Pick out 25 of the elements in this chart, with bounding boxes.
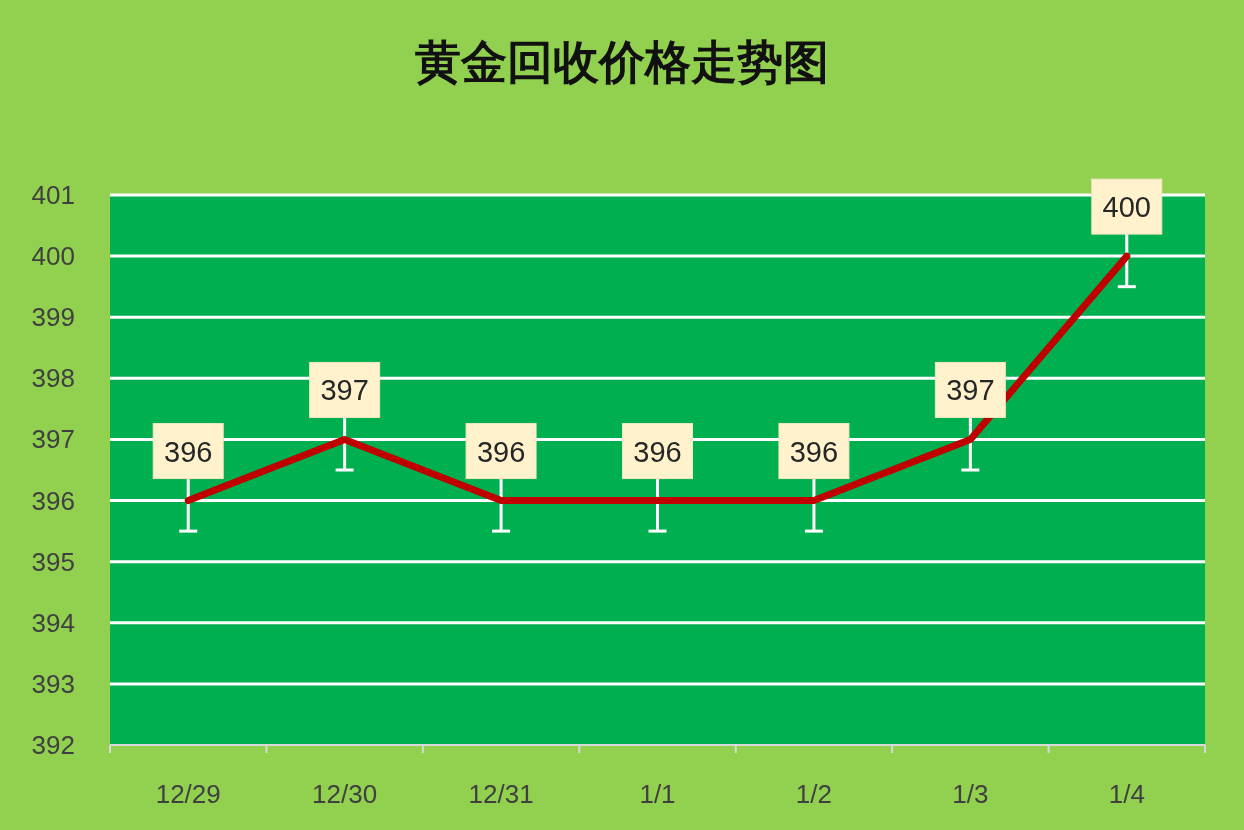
y-tick-label: 392 (31, 730, 75, 760)
data-label: 397 (320, 374, 369, 407)
y-tick-label: 399 (31, 302, 75, 333)
data-label: 397 (946, 374, 995, 407)
x-tick-label: 1/2 (795, 779, 833, 809)
data-label: 396 (633, 435, 682, 468)
data-label: 400 (1102, 191, 1151, 224)
y-tick-label: 394 (31, 607, 75, 638)
x-tick-label: 1/4 (1108, 779, 1145, 809)
y-tick-label: 401 (31, 180, 75, 210)
y-tick-label: 395 (31, 546, 75, 577)
x-tick-label: 1/1 (639, 779, 676, 809)
data-label: 396 (476, 435, 526, 468)
y-tick-label: 400 (31, 241, 75, 272)
x-tick-label: 12/31 (468, 779, 534, 809)
y-tick-label: 396 (31, 485, 75, 516)
x-tick-label: 12/29 (155, 779, 221, 809)
y-tick-label: 398 (31, 363, 75, 394)
y-tick-label: 393 (31, 668, 75, 699)
data-label: 396 (789, 435, 839, 468)
x-tick-label: 12/30 (312, 779, 378, 809)
chart-title: 黄金回收价格走势图 (415, 35, 829, 89)
y-tick-label: 397 (31, 424, 75, 455)
data-label: 396 (164, 435, 213, 468)
x-tick-label: 1/3 (952, 779, 989, 809)
